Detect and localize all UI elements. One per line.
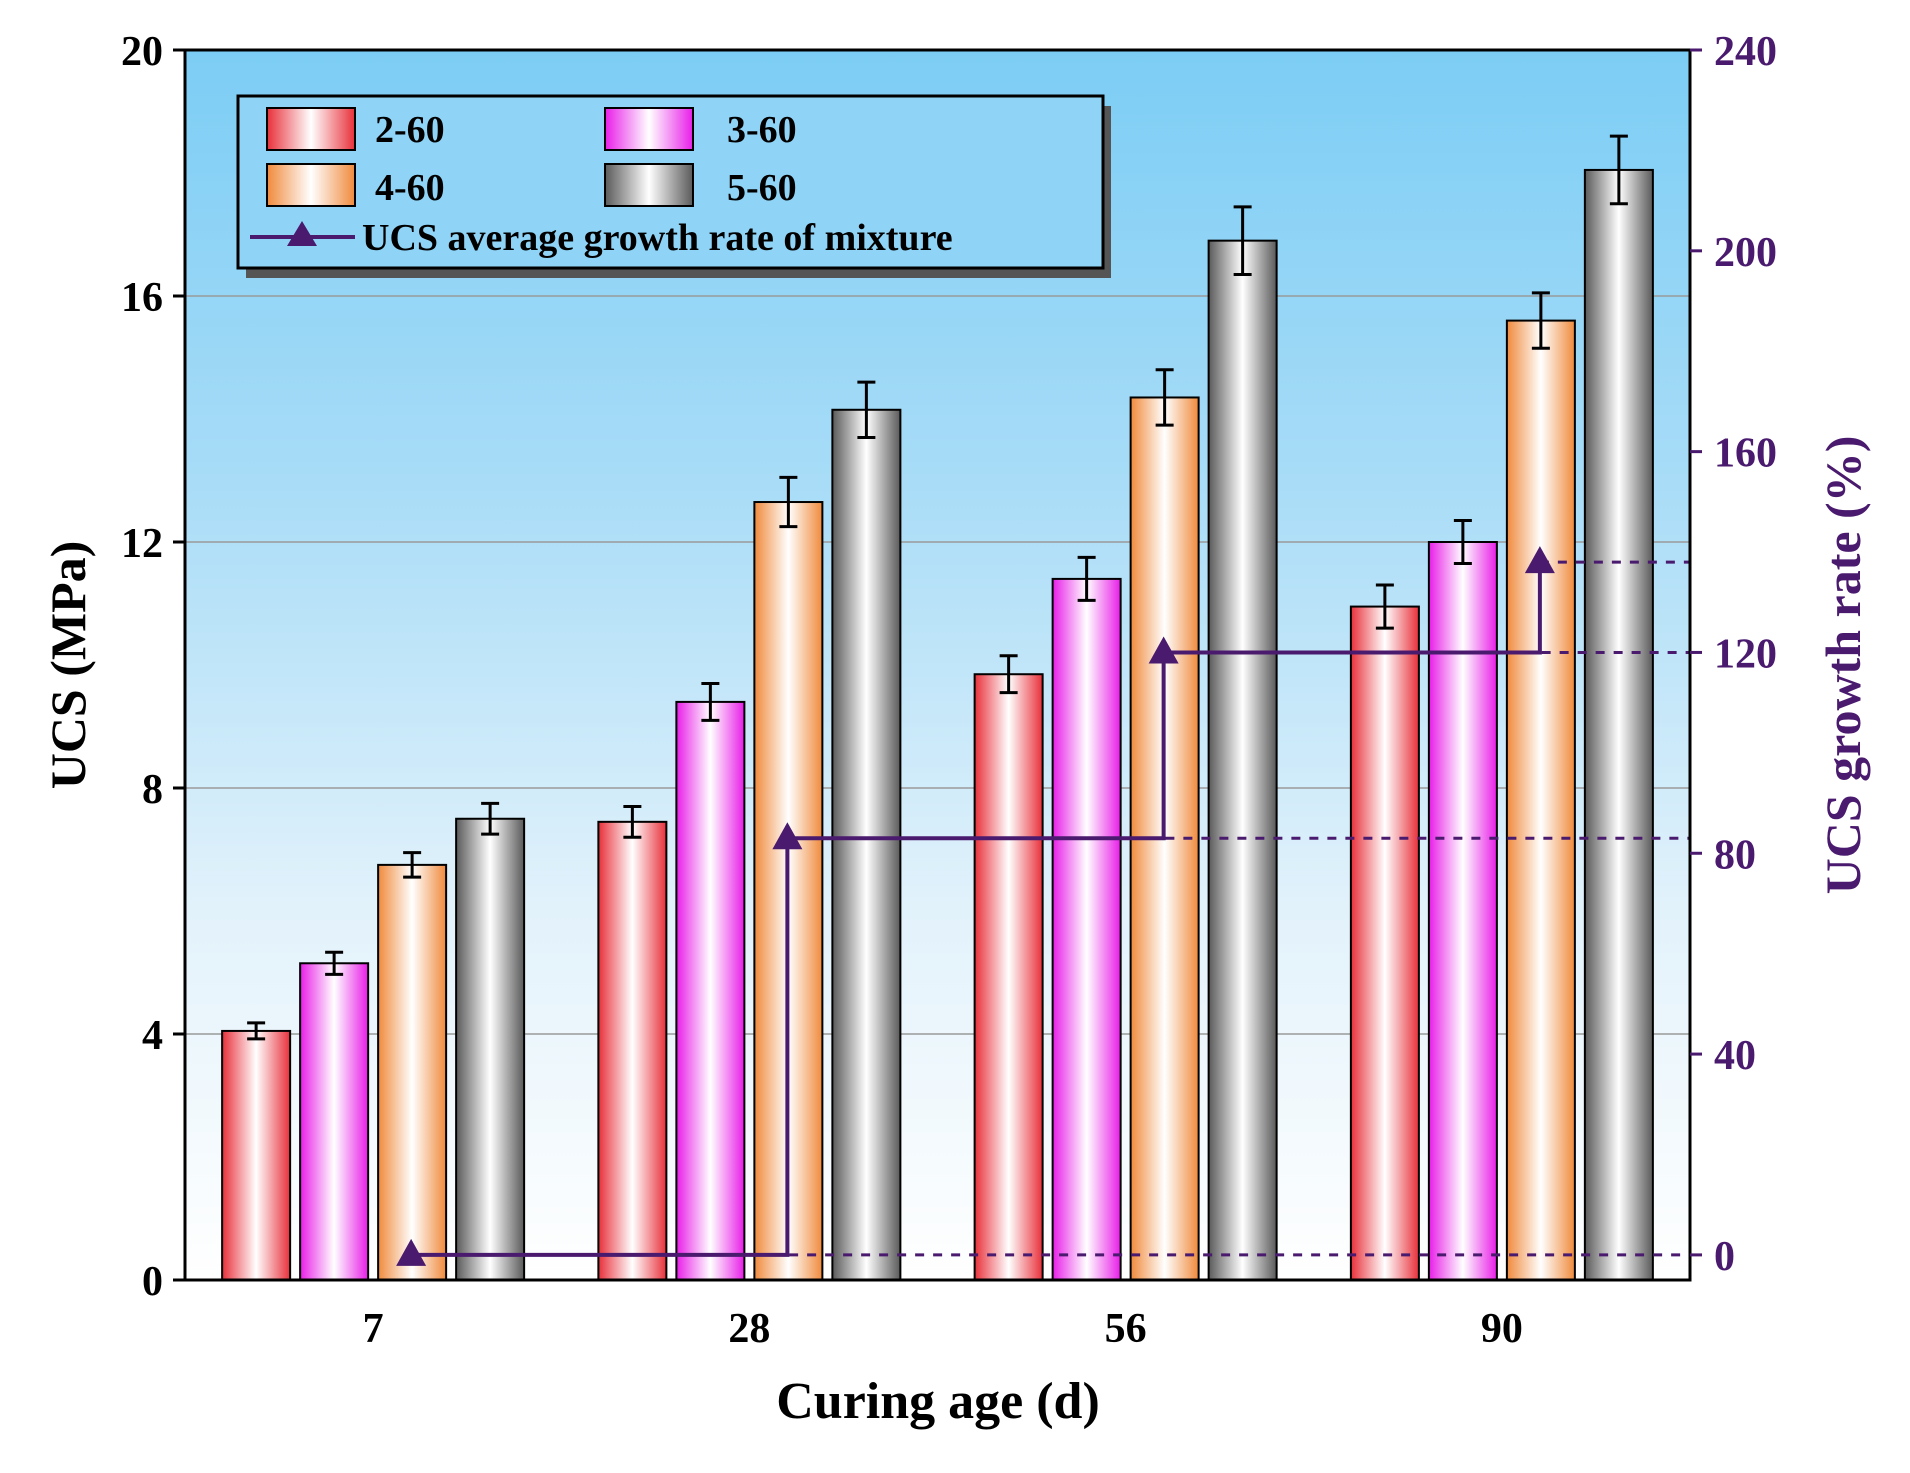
y-tick-label-4: 4 [142,1013,163,1059]
bars [221,134,1654,1282]
x-tick-label-56: 56 [1105,1306,1147,1352]
y-axis-title: UCS (MPa) [40,541,96,790]
x-tick-label-90: 90 [1481,1306,1523,1352]
bar-2-60-7 [221,1029,292,1282]
legend-label-2-60: 2-60 [375,109,445,151]
legend-swatch-2-60 [266,107,356,151]
x-axis-title: Curing age (d) [776,1373,1100,1430]
bar-3-60-28 [675,700,746,1281]
bar-2-60-28 [597,820,668,1281]
plot-frame [183,48,1692,1282]
legend-swatch-4-60 [266,163,356,207]
bar-3-60-56 [1051,577,1122,1281]
growth-rate-marker-56 [1148,636,1179,664]
bar-5-60-7 [455,817,526,1281]
y2-axis-title: UCS growth rate (%) [1815,436,1871,895]
bar-5-60-90 [1583,168,1654,1281]
legend-label-5-60: 5-60 [727,167,797,209]
y2-tick-label-160: 160 [1714,431,1777,477]
growth-rate-marker-28 [772,822,803,850]
x-tick-label-7: 7 [363,1306,384,1352]
y-tick-label-0: 0 [142,1259,163,1305]
growth-rate-line [411,562,1542,1257]
bar-4-60-7 [377,863,448,1281]
bar-4-60-90 [1505,319,1576,1282]
legend: 2-60 3-60 4-60 5-60 UCS average growth r… [236,94,1111,278]
x-tick-label-28: 28 [728,1306,770,1352]
bar-2-60-56 [973,673,1044,1281]
y2-tick-label-0: 0 [1714,1234,1735,1280]
growth-rate-series [396,546,1690,1266]
bar-2-60-90 [1349,605,1420,1281]
y2-tick-label-40: 40 [1714,1033,1756,1079]
bar-5-60-56 [1207,239,1278,1281]
y2-tick-label-240: 240 [1714,29,1777,75]
y2-tick-label-200: 200 [1714,230,1777,276]
growth-rate-marker-90 [1524,546,1555,574]
y-tick-label-8: 8 [142,767,163,813]
bar-3-60-90 [1427,541,1498,1281]
legend-swatch-3-60 [604,107,694,151]
y-tick-label-20: 20 [121,29,163,75]
growth-rate-marker-7 [396,1238,427,1266]
legend-label-3-60: 3-60 [727,109,797,151]
y-tick-label-12: 12 [121,521,163,567]
legend-triangle-icon [287,221,317,246]
legend-label-growth-rate: UCS average growth rate of mixture [362,217,953,259]
y2-tick-label-80: 80 [1714,832,1756,878]
bar-5-60-28 [831,408,902,1281]
legend-label-4-60: 4-60 [375,167,445,209]
bar-3-60-7 [299,962,370,1282]
y-tick-label-16: 16 [121,275,163,321]
y2-tick-label-120: 120 [1714,631,1777,677]
legend-swatch-5-60 [604,163,694,207]
